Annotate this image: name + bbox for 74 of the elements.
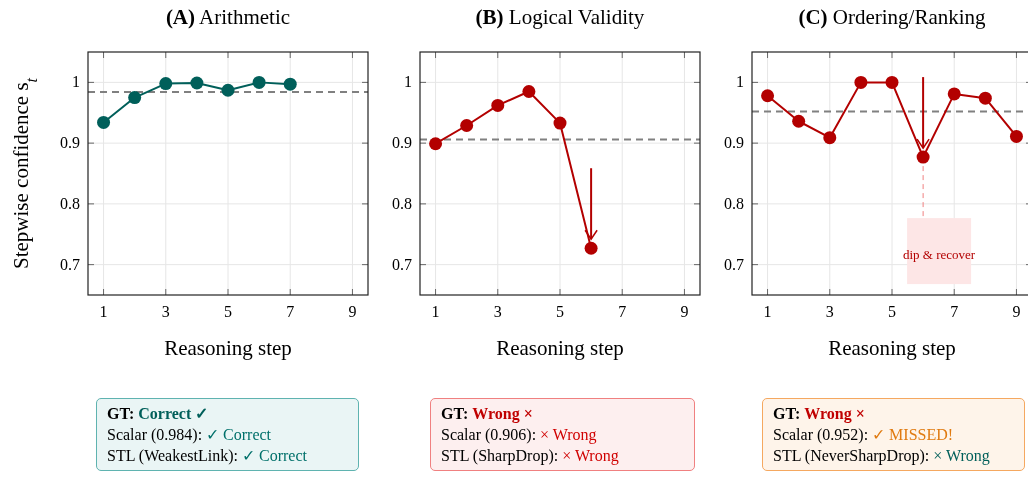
y-tick-label: 0.8 bbox=[392, 194, 412, 212]
point bbox=[885, 75, 899, 89]
text: × Wrong bbox=[540, 426, 597, 443]
x-tick-label: 1 bbox=[763, 303, 772, 320]
y-tick-label: 0.9 bbox=[392, 134, 412, 152]
x-tick-label: 3 bbox=[825, 303, 834, 320]
point bbox=[553, 116, 567, 130]
point bbox=[460, 119, 474, 133]
text: × Wrong bbox=[933, 447, 990, 464]
point bbox=[522, 84, 536, 98]
point bbox=[128, 91, 142, 105]
text: Wrong × bbox=[472, 405, 533, 422]
point bbox=[429, 137, 443, 151]
x-tick-label: 7 bbox=[286, 303, 295, 320]
y-tick-label: 0.8 bbox=[60, 194, 80, 212]
text: GT: bbox=[773, 405, 801, 422]
text: ✓ Correct bbox=[241, 447, 307, 464]
point bbox=[252, 75, 266, 89]
text: STL (NeverSharpDrop): bbox=[773, 447, 930, 464]
point bbox=[1009, 129, 1023, 143]
point bbox=[190, 76, 204, 90]
x-tick-label: 5 bbox=[224, 303, 232, 320]
chart-title: (C) Ordering/Ranking bbox=[798, 5, 987, 29]
point bbox=[978, 91, 992, 105]
x-tick-label: 3 bbox=[493, 303, 502, 320]
y-tick-label: 0.7 bbox=[392, 255, 412, 273]
y-tick-label: 1 bbox=[72, 73, 80, 91]
text: ✓ MISSED! bbox=[872, 426, 954, 443]
annotation: dip & recover bbox=[903, 247, 976, 263]
text: STL (SharpDrop): bbox=[441, 447, 559, 464]
x-tick-label: 5 bbox=[556, 303, 564, 320]
point bbox=[854, 75, 868, 89]
y-tick-label: 1 bbox=[404, 73, 412, 91]
text: GT: bbox=[107, 405, 135, 422]
point bbox=[283, 77, 297, 91]
x-tick-label: 9 bbox=[680, 303, 689, 320]
y-tick-label: 0.8 bbox=[724, 194, 744, 212]
x-axis-title: Reasoning step bbox=[828, 336, 956, 360]
x-tick-label: 5 bbox=[888, 303, 896, 320]
x-tick-label: 9 bbox=[1012, 303, 1021, 320]
x-tick-label: 1 bbox=[431, 303, 440, 320]
x-axis-title: Reasoning step bbox=[496, 336, 624, 360]
point bbox=[584, 241, 598, 255]
point bbox=[491, 98, 505, 112]
text: Correct ✓ bbox=[138, 405, 209, 422]
point bbox=[97, 115, 111, 129]
text: Scalar (0.952): bbox=[773, 426, 869, 443]
point bbox=[159, 77, 173, 91]
text: Scalar (0.984): bbox=[107, 426, 203, 443]
point bbox=[916, 150, 930, 164]
point bbox=[947, 87, 961, 101]
y-tick-label: 0.9 bbox=[724, 134, 744, 152]
point bbox=[823, 131, 837, 145]
x-axis-title: Reasoning step bbox=[164, 336, 292, 360]
x-tick-label: 3 bbox=[161, 303, 170, 320]
point bbox=[221, 83, 235, 97]
chart-title: (B) Logical Validity bbox=[475, 5, 645, 29]
chart-title: (A) Arithmetic bbox=[165, 5, 291, 29]
text: ✓ Correct bbox=[206, 426, 272, 443]
y-tick-label: 1 bbox=[736, 73, 744, 91]
point bbox=[792, 114, 806, 128]
text: STL (WeakestLink): bbox=[107, 447, 238, 464]
text: Scalar (0.906): bbox=[441, 426, 537, 443]
y-tick-label: 0.9 bbox=[60, 134, 80, 152]
x-tick-label: 1 bbox=[99, 303, 108, 320]
y-tick-label: 0.7 bbox=[724, 255, 744, 273]
point bbox=[761, 89, 775, 103]
text: GT: bbox=[441, 405, 469, 422]
x-tick-label: 9 bbox=[348, 303, 357, 320]
y-tick-label: 0.7 bbox=[60, 255, 80, 273]
x-tick-label: 7 bbox=[950, 303, 959, 320]
text: × Wrong bbox=[562, 447, 619, 464]
x-tick-label: 7 bbox=[618, 303, 627, 320]
text: Wrong × bbox=[804, 405, 865, 422]
